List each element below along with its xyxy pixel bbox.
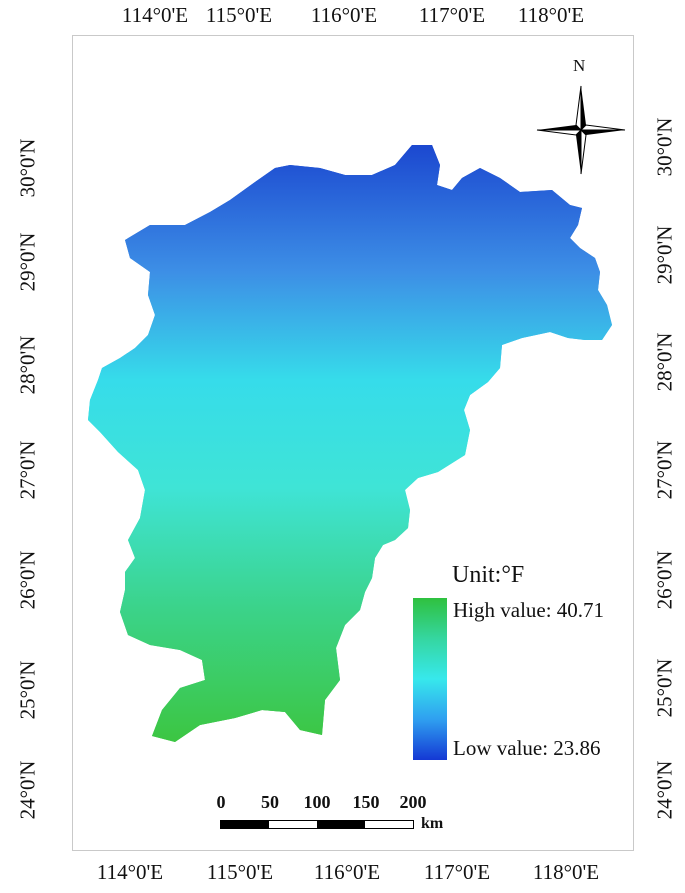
scale-segment [221,821,269,828]
scale-segment [365,821,413,828]
bottom-longitude-tick: 117°0'E [423,860,491,884]
legend-low-value: Low value: 23.86 [453,736,601,760]
legend-high-value: High value: 40.71 [453,598,605,622]
scale-segment [317,821,365,828]
top-longitude-tick: 114°0'E [121,3,189,27]
scale-segment [269,821,317,828]
bottom-longitude-tick: 116°0'E [313,860,381,884]
scale-label: 50 [261,792,279,812]
legend-color-ramp [413,598,447,760]
north-label: N [573,56,586,75]
top-longitude-tick: 117°0'E [418,3,486,27]
scale-label: 200 [399,792,427,812]
scale-bar [220,820,414,829]
scale-label: 0 [216,792,226,812]
scale-unit: km [421,815,444,832]
scale-label: 150 [352,792,380,812]
legend-unit: Unit:°F [452,562,525,588]
bottom-longitude-tick: 115°0'E [206,860,274,884]
top-longitude-tick: 116°0'E [310,3,378,27]
top-longitude-tick: 118°0'E [517,3,585,27]
scale-label: 100 [303,792,331,812]
bottom-longitude-tick: 114°0'E [96,860,164,884]
compass-rose-icon [536,85,626,175]
bottom-longitude-tick: 118°0'E [532,860,600,884]
map-frame [72,35,634,851]
top-longitude-tick: 115°0'E [205,3,273,27]
